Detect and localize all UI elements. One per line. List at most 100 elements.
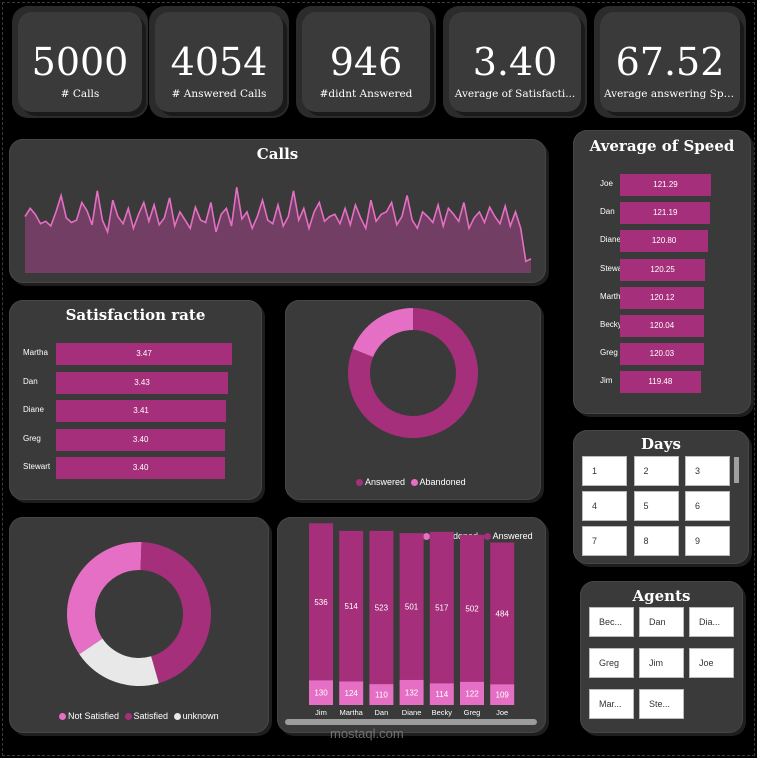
bar-answered-jim[interactable] <box>309 523 333 681</box>
bar-abandoned-diane[interactable] <box>399 679 424 705</box>
abandoned-value-label: 132 <box>405 688 419 697</box>
kpi-label: Average of Satisfacti... <box>454 88 576 100</box>
answered-value-label: 501 <box>405 603 419 612</box>
kpi-label: #didnt Answered <box>319 88 413 100</box>
bar-abandoned-dan[interactable] <box>369 684 394 705</box>
bar-martha[interactable]: 120.12 <box>620 286 705 309</box>
kpi-value: 4054 <box>170 40 268 84</box>
answered-value-label: 523 <box>375 603 389 612</box>
satisfaction-chart-card[interactable]: Satisfaction rate Martha 3.47 Dan 3.43 Diane… <box>9 300 262 500</box>
day-tile[interactable]: 6 <box>685 491 730 521</box>
bar-abandoned-becky[interactable] <box>429 683 454 705</box>
kpi-calls[interactable]: 5000 # Calls <box>12 6 148 118</box>
day-tile[interactable]: 3 <box>685 456 730 486</box>
answered-value-label: 484 <box>496 609 510 618</box>
answered-donut-card[interactable]: Answered Abandoned <box>285 300 541 500</box>
answered-donut-chart <box>348 308 478 438</box>
calls-chart-card[interactable]: Calls <box>9 139 546 283</box>
bar-diane[interactable]: 120.80 <box>620 230 709 253</box>
donut-slice-abandoned[interactable] <box>352 308 413 357</box>
stacked-chart-card[interactable]: Abandoned Answered 536 130 Jim 514 124 Martha… <box>277 517 546 733</box>
days-slicer-title: Days <box>641 435 681 453</box>
legend-answered-dot <box>483 533 491 540</box>
agent-tile[interactable]: Ste... <box>639 689 684 719</box>
day-tile[interactable]: 4 <box>582 491 627 521</box>
bar-abandoned-joe[interactable] <box>490 684 515 705</box>
bar-abandoned-martha[interactable] <box>339 681 364 705</box>
agent-tile[interactable]: Dia... <box>689 607 734 637</box>
donut-slice-answered[interactable] <box>348 308 478 438</box>
bar-answered-greg[interactable] <box>460 534 484 682</box>
agent-tile[interactable]: Dan <box>639 607 684 637</box>
kpi-didnt-answered[interactable]: 946 #didnt Answered <box>296 6 436 118</box>
abandoned-value-label: 122 <box>465 689 479 698</box>
agents-slicer-card[interactable]: Agents Bec... Dan Dia... Greg Jim Joe Mar... St… <box>580 581 743 733</box>
kpi-average-satisfaction[interactable]: 3.40 Average of Satisfacti... <box>443 6 587 118</box>
agents-slicer-title: Agents <box>632 587 691 605</box>
donut-slice-unknown[interactable] <box>79 638 159 686</box>
kpi-average-speed[interactable]: 67.52 Average answering Speed <box>594 6 746 118</box>
abandoned-value-label: 124 <box>345 689 359 698</box>
bar-jim[interactable]: 119.48 <box>620 371 701 394</box>
bar-martha[interactable]: 3.47 <box>56 343 232 365</box>
bar-greg[interactable]: 120.03 <box>620 343 704 366</box>
agent-tile[interactable]: Jim <box>639 648 684 678</box>
watermark-text: mostaql.com <box>330 726 404 741</box>
legend-abandoned: Abandoned <box>419 477 466 487</box>
bar-dan[interactable]: 121.19 <box>620 202 711 225</box>
legend-unknown: unknown <box>182 711 219 721</box>
bar-category-label: Dan <box>600 207 615 217</box>
bar-diane[interactable]: 3.41 <box>56 400 227 422</box>
legend-satisfied: Satisfied <box>133 711 169 721</box>
category-tick-label: Becky <box>432 708 453 717</box>
agent-tile[interactable]: Mar... <box>589 689 634 719</box>
category-tick-label: Diane <box>402 708 422 717</box>
bar-abandoned-greg[interactable] <box>460 681 484 705</box>
bar-greg[interactable]: 3.40 <box>56 428 226 451</box>
day-tile[interactable]: 2 <box>633 456 679 486</box>
satisfaction-donut-legend: Not Satisfied Satisfied unknown <box>59 711 219 721</box>
legend-abandoned: Abandoned <box>432 531 479 541</box>
day-tile[interactable]: 5 <box>633 491 679 521</box>
stacked-chart-scrollbar[interactable] <box>285 719 537 725</box>
calls-area-chart <box>24 187 532 273</box>
legend-answered-dot <box>356 479 363 486</box>
satisfaction-donut-chart <box>66 542 211 686</box>
donut-slice-satisfied[interactable] <box>140 542 211 684</box>
bar-category-label: Greg <box>600 348 618 358</box>
category-tick-label: Dan <box>375 708 389 717</box>
bar-category-label: Dan <box>23 376 38 386</box>
day-tile[interactable]: 7 <box>582 526 627 556</box>
bar-category-label: Martha <box>23 348 48 357</box>
bar-answered-dan[interactable] <box>369 530 394 685</box>
bar-answered-becky[interactable] <box>429 531 454 684</box>
legend-answered: Answered <box>492 531 533 541</box>
agent-tile[interactable]: Bec... <box>589 607 634 637</box>
kpi-label: # Answered Calls <box>171 88 267 100</box>
donut-slice-not-satisfied[interactable] <box>66 542 142 655</box>
answered-value-label: 514 <box>345 602 359 611</box>
day-tile[interactable]: 8 <box>633 526 679 556</box>
kpi-answered-calls[interactable]: 4054 # Answered Calls <box>149 6 289 118</box>
bar-abandoned-jim[interactable] <box>309 680 333 705</box>
kpi-value: 3.40 <box>472 40 558 84</box>
bar-answered-martha[interactable] <box>339 530 364 682</box>
agent-tile[interactable]: Joe <box>689 648 734 678</box>
days-scrollbar[interactable] <box>734 457 739 483</box>
stacked-chart-legend: Abandoned Answered <box>423 531 533 541</box>
satisfaction-donut-card[interactable]: Not Satisfied Satisfied unknown <box>9 517 269 733</box>
bar-becky[interactable]: 120.04 <box>620 315 704 337</box>
bar-joe[interactable]: 121.29 <box>620 174 711 196</box>
kpi-value: 67.52 <box>615 40 725 84</box>
bar-answered-diane[interactable] <box>399 533 424 680</box>
bar-stewart[interactable]: 3.40 <box>56 457 226 479</box>
bar-answered-joe[interactable] <box>490 542 515 685</box>
agent-tile[interactable]: Greg <box>589 648 634 678</box>
day-tile[interactable]: 1 <box>582 456 627 486</box>
bar-stewart[interactable]: 120.25 <box>620 258 706 281</box>
speed-chart-card[interactable]: Average of Speed Joe 121.29 Dan 121.19 Diane… <box>573 130 751 414</box>
day-tile[interactable]: 9 <box>685 526 730 556</box>
bar-dan[interactable]: 3.43 <box>56 371 229 394</box>
